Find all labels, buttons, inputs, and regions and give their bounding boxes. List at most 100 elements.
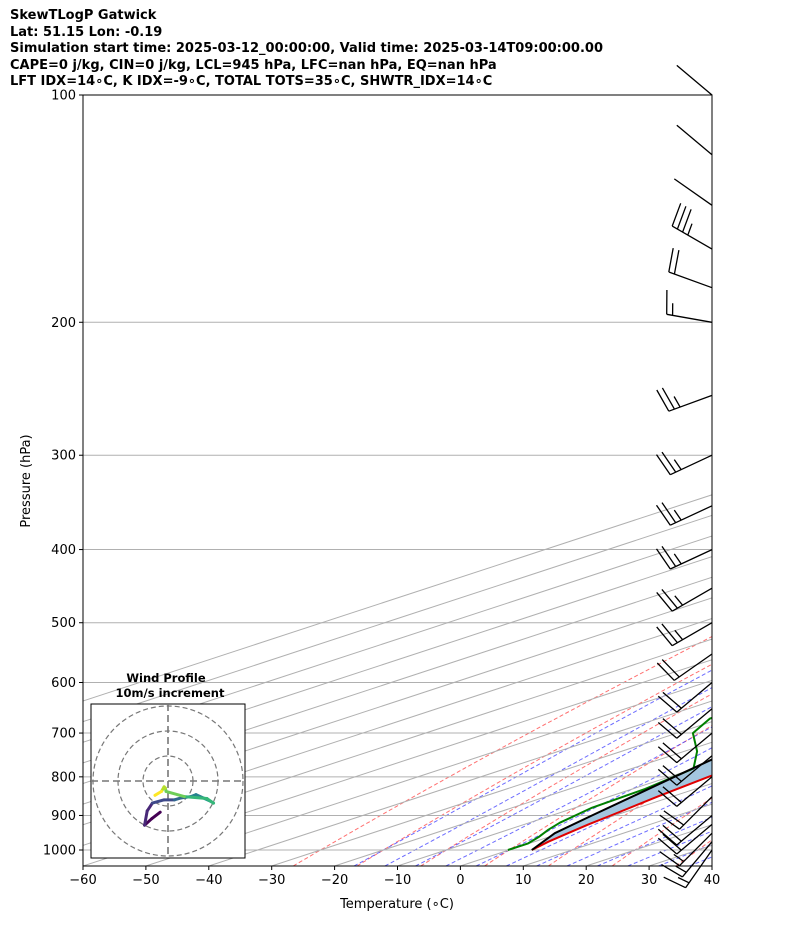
dry-adiabat-line xyxy=(292,635,712,866)
wind-barb xyxy=(657,755,713,786)
isotherm-line xyxy=(208,700,712,866)
location-line: Lat: 51.15 Lon: -0.19 xyxy=(10,24,163,40)
wind-barb xyxy=(657,815,713,846)
wind-barb xyxy=(656,387,713,412)
moist-adiabat-line xyxy=(720,95,794,866)
moist-adiabat-line xyxy=(627,830,712,866)
parcel-path-line xyxy=(531,758,712,851)
x-axis-label: Temperature (∘C) xyxy=(339,897,454,912)
wind-barb xyxy=(673,178,713,206)
stability-line-2: LFT IDX=14∘C, K IDX=-9∘C, TOTAL TOTS=35∘… xyxy=(10,74,493,89)
wind-barb xyxy=(668,247,713,289)
x-tick-label: 0 xyxy=(456,873,464,888)
y-tick-label: 300 xyxy=(51,449,76,464)
isotherm-line xyxy=(523,803,712,866)
cape-shading xyxy=(531,759,712,850)
y-tick-label: 500 xyxy=(51,616,76,631)
wind-barb xyxy=(676,124,713,156)
axes-layer: −60 −50 −40 −30 −20 −10 0 10 20 30 40 100 200 300 400 5… xyxy=(43,89,720,889)
isotherm-line xyxy=(145,679,712,866)
wind-barb xyxy=(656,587,713,612)
moist-adiabat-line xyxy=(353,669,712,866)
x-tick-label: 40 xyxy=(704,873,721,888)
moist-adiabat-line xyxy=(506,767,712,866)
chart-header: SkewTLogP Gatwick Lat: 51.15 Lon: -0.19 … xyxy=(10,8,603,91)
hodograph-segment xyxy=(150,798,166,805)
dry-adiabat-line xyxy=(740,95,794,866)
dry-adiabat-line xyxy=(420,693,712,866)
hodograph-segment xyxy=(182,795,209,801)
x-tick-label: −60 xyxy=(69,873,96,888)
x-tick-label: 10 xyxy=(515,873,532,888)
hodograph-subtitle: 10m/s increment xyxy=(116,686,225,700)
isotherm-line xyxy=(711,865,712,866)
y-axis-label: Pressure (hPa) xyxy=(19,434,34,527)
wind-barb xyxy=(666,289,713,323)
isotherm-line xyxy=(83,659,712,866)
wind-barb xyxy=(656,622,713,647)
temperature-line xyxy=(531,774,712,851)
moist-adiabat-line xyxy=(566,801,712,866)
y-tick-label: 100 xyxy=(51,89,76,104)
dry-adiabat-line xyxy=(611,797,712,866)
wind-barb xyxy=(661,841,713,878)
wind-barbs xyxy=(655,64,713,889)
stability-line-1: CAPE=0 j/kg, CIN=0 j/kg, LCL=945 hPa, LF… xyxy=(10,57,497,73)
wind-barb xyxy=(676,64,713,96)
hodograph-segment xyxy=(145,801,154,813)
wind-barb xyxy=(657,732,713,764)
x-tick-label: 30 xyxy=(641,873,658,888)
dry-adiabat-line xyxy=(356,663,712,866)
title: SkewTLogP Gatwick xyxy=(10,8,157,23)
y-tick-label: 400 xyxy=(51,543,76,558)
x-tick-label: −10 xyxy=(384,873,411,888)
dry-adiabat-line xyxy=(675,839,712,866)
moist-adiabat-line xyxy=(475,747,712,866)
hodograph-segment xyxy=(153,789,163,797)
wind-barb xyxy=(663,849,713,889)
isotherm-line xyxy=(83,597,712,805)
x-tick-label: 20 xyxy=(578,873,595,888)
dewpoint-line xyxy=(507,716,712,851)
y-tick-label: 900 xyxy=(51,809,76,824)
hodograph-segment xyxy=(150,810,162,821)
wind-barb xyxy=(655,546,713,570)
isotherm-line xyxy=(460,782,712,866)
wind-barb xyxy=(657,708,713,739)
isotherm-line xyxy=(334,741,712,866)
moist-adiabat-line xyxy=(445,726,712,866)
hodograph-segment xyxy=(143,809,149,827)
y-tick-label: 1000 xyxy=(43,844,76,859)
y-tick-label: 600 xyxy=(51,676,76,691)
wind-barb xyxy=(656,653,713,681)
wind-barb xyxy=(655,502,713,526)
x-tick-label: −30 xyxy=(258,873,285,888)
moist-adiabat-line xyxy=(658,843,712,866)
hodograph-plot xyxy=(91,704,245,858)
y-tick-label: 800 xyxy=(51,770,76,785)
wind-barb xyxy=(659,796,713,830)
x-tick-label: −20 xyxy=(321,873,348,888)
wind-barb xyxy=(657,776,713,807)
wind-barb xyxy=(671,203,713,250)
hodograph-segment xyxy=(164,789,186,799)
y-tick-label: 200 xyxy=(51,316,76,331)
isotherm-line xyxy=(271,721,712,866)
isotherm-line xyxy=(397,762,712,866)
wind-barb xyxy=(657,682,713,713)
hodograph-inset: Wind Profile 10m/s increment xyxy=(90,671,246,859)
wind-barb xyxy=(657,823,713,855)
moist-adiabat-line xyxy=(536,785,712,866)
moist-adiabat-line xyxy=(597,816,712,866)
x-tick-label: −40 xyxy=(195,873,222,888)
hodograph-title: Wind Profile xyxy=(126,671,206,685)
moist-adiabat-line xyxy=(689,856,712,866)
data-layer xyxy=(507,716,712,851)
x-tick-label: −50 xyxy=(132,873,159,888)
moist-adiabat-line xyxy=(415,706,712,866)
isotherm-line xyxy=(83,638,712,846)
time-line: Simulation start time: 2025-03-12_00:00:… xyxy=(10,41,603,56)
wind-barb xyxy=(659,832,713,867)
moist-adiabat-line xyxy=(384,687,712,866)
